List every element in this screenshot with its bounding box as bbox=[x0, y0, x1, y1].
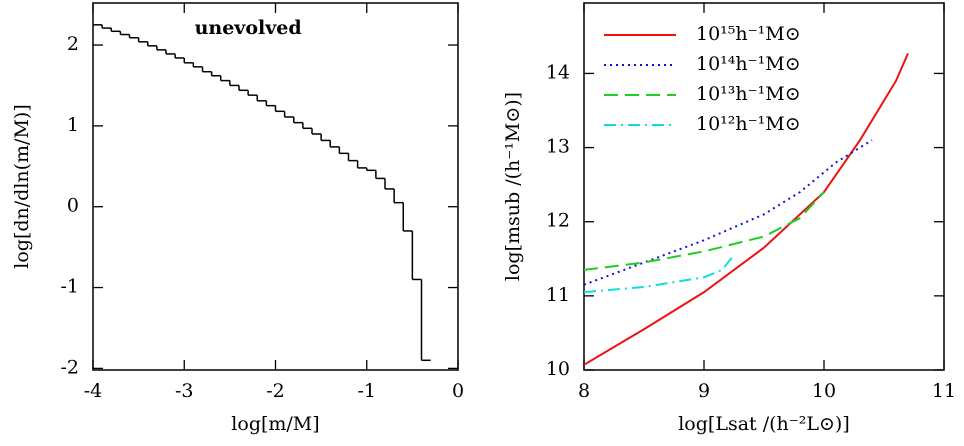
legend-label: 10¹²h⁻¹M⊙ bbox=[696, 113, 801, 135]
y-tick-label: 14 bbox=[546, 61, 570, 83]
x-tick-label: 0 bbox=[452, 380, 464, 402]
legend-label: 10¹⁵h⁻¹M⊙ bbox=[696, 23, 801, 45]
x-axis-label: log[Lsat /(h⁻²L⊙)] bbox=[678, 413, 850, 435]
y-axis-label: log[msub /(h⁻¹M⊙)] bbox=[502, 92, 524, 281]
y-tick-label: 12 bbox=[546, 210, 570, 232]
legend-label: 10¹³h⁻¹M⊙ bbox=[696, 83, 801, 105]
plot-frame bbox=[583, 2, 945, 371]
series-line bbox=[583, 191, 825, 271]
x-tick-label: 10 bbox=[812, 380, 836, 402]
x-tick-label: 11 bbox=[932, 380, 956, 402]
x-tick-label: -1 bbox=[357, 380, 376, 402]
y-tick-label: 11 bbox=[546, 284, 570, 306]
legend-label: 10¹⁴h⁻¹M⊙ bbox=[696, 53, 801, 75]
y-tick-label: -1 bbox=[60, 276, 79, 298]
y-tick-label: 1 bbox=[67, 114, 79, 136]
y-tick-label: 10 bbox=[546, 358, 570, 380]
plot-frame bbox=[92, 2, 459, 371]
y-tick-label: 13 bbox=[546, 136, 570, 158]
y-tick-label: -2 bbox=[60, 356, 79, 378]
x-tick-label: -4 bbox=[84, 380, 103, 402]
series-line bbox=[583, 53, 909, 366]
annotation: unevolved bbox=[195, 17, 302, 39]
series-line bbox=[583, 254, 735, 294]
y-tick-label: 2 bbox=[67, 33, 79, 55]
x-axis-label: log[m/M] bbox=[231, 413, 319, 435]
x-tick-label: 8 bbox=[578, 380, 590, 402]
x-tick-label: -2 bbox=[266, 380, 285, 402]
y-axis-label: log[dn/dln(m/M)] bbox=[11, 104, 33, 268]
x-tick-label: 9 bbox=[698, 380, 710, 402]
x-tick-label: -3 bbox=[175, 380, 194, 402]
y-tick-label: 0 bbox=[67, 195, 79, 217]
series-line bbox=[583, 139, 873, 286]
